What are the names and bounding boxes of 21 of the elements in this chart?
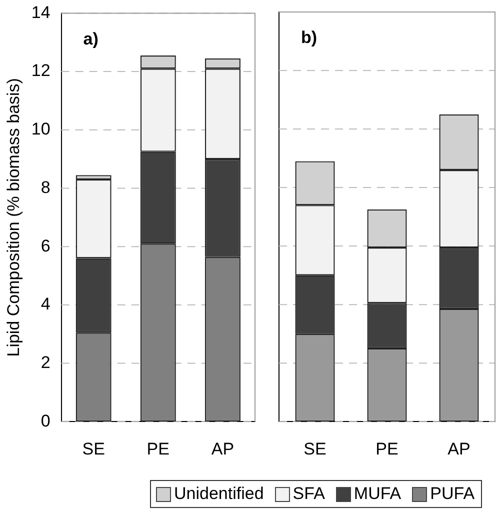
y-tick-label: 6 (40, 236, 50, 256)
legend-label: Unidentified (174, 484, 264, 504)
legend-label: SFA (292, 484, 325, 504)
x-tick-label: SE (304, 439, 326, 458)
x-tick-label: AP (448, 439, 470, 458)
y-tick-label: 4 (40, 294, 50, 314)
x-tick-label: AP (211, 439, 234, 458)
annotation: a) (83, 29, 98, 48)
x-tick-label: PE (376, 439, 398, 458)
legend-label: MUFA (354, 484, 402, 504)
y-tick-label: 14 (31, 2, 50, 22)
x-tick-label: PE (146, 439, 170, 458)
y-tick-label: 0 (40, 411, 50, 430)
x-tick-label: SE (82, 439, 105, 458)
annotation: b) (301, 28, 318, 48)
y-tick-label: 10 (31, 120, 50, 139)
legend-label: PUFA (430, 484, 475, 504)
y-tick-label: 12 (31, 61, 50, 80)
y-axis-title: Lipid Composition (% biomass basis) (4, 78, 23, 357)
y-tick-label: 2 (40, 352, 50, 372)
y-tick-label: 8 (40, 178, 50, 197)
